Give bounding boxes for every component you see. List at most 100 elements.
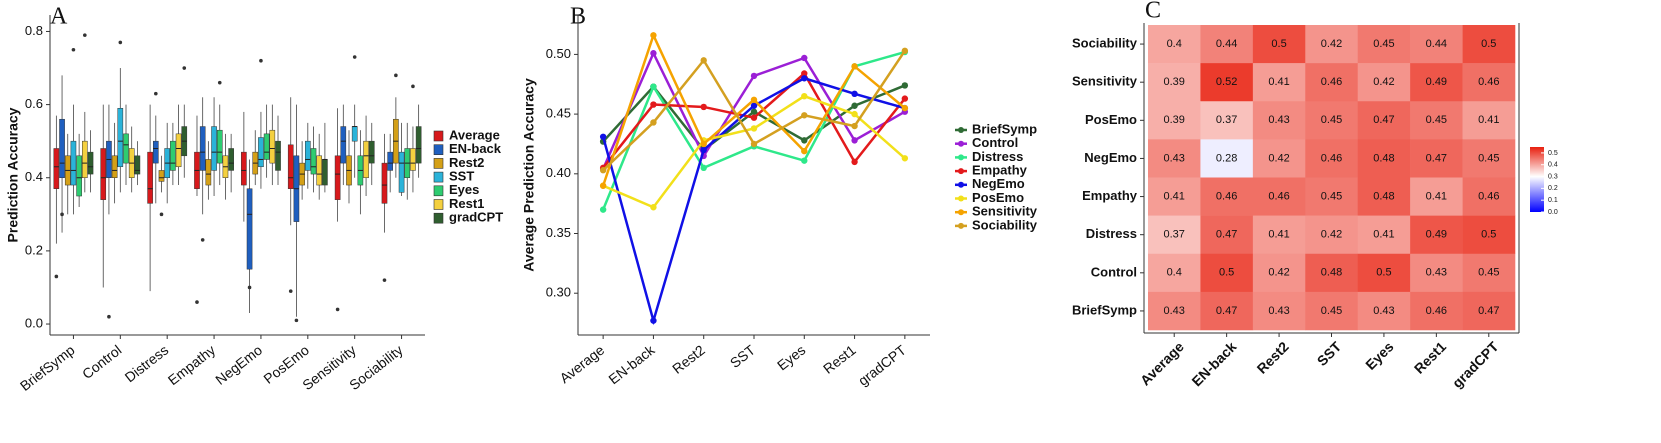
x-tick-label: EN-back: [1188, 338, 1239, 389]
point: [750, 102, 758, 109]
cell: [1200, 215, 1254, 255]
outlier: [411, 84, 415, 89]
panel-label: A: [50, 4, 68, 30]
cell-value: 0.42: [1321, 38, 1342, 50]
cell: [1357, 63, 1411, 102]
cell: [1200, 25, 1254, 64]
box: [123, 133, 129, 164]
cell-value: 0.41: [1268, 76, 1289, 88]
box: [398, 151, 405, 193]
point: [650, 101, 657, 108]
cell: [1462, 139, 1516, 178]
point: [750, 125, 758, 132]
y-tick-label: 0.30: [546, 285, 571, 300]
x-tick-label: gradCPT: [1449, 338, 1502, 391]
box: [82, 140, 88, 178]
cell-value: 0.44: [1426, 38, 1447, 50]
box: [175, 133, 182, 168]
cell: [1148, 215, 1201, 255]
outlier: [217, 80, 222, 85]
cell: [1252, 291, 1306, 331]
cell: [1252, 253, 1306, 293]
cell-value: 0.41: [1373, 229, 1394, 241]
cell-value: 0.48: [1373, 190, 1394, 202]
cell: [1462, 215, 1516, 255]
colorbar-label: 0.2: [1548, 185, 1558, 192]
cell-value: 0.5: [1271, 38, 1286, 50]
point: [700, 103, 707, 111]
cell: [1252, 177, 1306, 216]
y-tick-label: NegEmo: [1084, 150, 1137, 165]
cell: [1252, 101, 1306, 140]
outlier: [259, 58, 263, 63]
x-tick-label: BriefSymp: [17, 342, 78, 394]
y-tick-label: 0.35: [546, 225, 571, 240]
legend-label: gradCPT: [449, 210, 503, 225]
box: [340, 126, 347, 164]
point: [801, 137, 808, 144]
point: [599, 133, 607, 140]
cell-value: 0.45: [1373, 38, 1394, 50]
box: [275, 140, 281, 171]
y-tick-label: 0.6: [25, 96, 43, 111]
cell-value: 0.47: [1373, 114, 1394, 126]
legend-label: Rest2: [449, 155, 484, 170]
box: [415, 126, 422, 164]
point: [851, 102, 858, 109]
box: [310, 148, 317, 175]
box: [211, 126, 217, 171]
cell-value: 0.4: [1167, 38, 1182, 50]
cell: [1410, 253, 1463, 293]
y-tick-label: Empathy: [1082, 188, 1138, 203]
cell-value: 0.43: [1164, 152, 1185, 164]
cell-value: 0.42: [1373, 76, 1394, 88]
cell-value: 0.28: [1216, 152, 1237, 164]
box: [368, 140, 375, 164]
y-tick-label: BriefSymp: [1072, 302, 1137, 317]
legend-swatch: [958, 209, 964, 216]
cell-value: 0.5: [1481, 229, 1496, 241]
cell-value: 0.45: [1478, 152, 1499, 164]
point: [801, 147, 808, 155]
point: [750, 108, 758, 115]
box: [134, 155, 141, 175]
box: [228, 148, 234, 171]
point: [650, 119, 657, 126]
box: [334, 155, 341, 200]
box: [316, 155, 323, 186]
legend-label: Average: [449, 127, 500, 142]
outlier: [159, 212, 164, 217]
cell: [1305, 291, 1359, 331]
cell: [1252, 25, 1306, 64]
legend-swatch: [433, 199, 444, 210]
cell-value: 0.5: [1219, 267, 1234, 279]
legend-label: NegEmo: [972, 176, 1025, 191]
legend-label: Sensitivity: [972, 204, 1038, 219]
y-axis-label: Prediction Accuracy: [5, 107, 21, 242]
cell: [1357, 25, 1411, 64]
outlier: [83, 33, 87, 37]
colorbar-label: 0.4: [1548, 162, 1558, 169]
cell-value: 0.42: [1321, 229, 1342, 241]
outlier: [154, 91, 158, 96]
legend-label: EN-back: [449, 141, 502, 156]
point: [801, 157, 808, 164]
point: [750, 114, 758, 121]
y-tick-label: 0.40: [546, 165, 571, 180]
outlier: [288, 289, 293, 293]
x-tick-label: gradCPT: [855, 341, 909, 388]
legend-swatch: [433, 158, 444, 169]
point: [599, 182, 607, 189]
cell-value: 0.43: [1268, 305, 1289, 317]
box: [258, 137, 264, 168]
legend-label: Rest1: [449, 196, 484, 211]
cell-value: 0.47: [1216, 229, 1237, 241]
box: [152, 140, 159, 164]
legend-label: Eyes: [449, 182, 479, 197]
cell: [1462, 291, 1516, 331]
box: [158, 170, 165, 182]
x-tick-label: Rest2: [1254, 338, 1292, 376]
cell: [1252, 63, 1306, 102]
cell-value: 0.48: [1321, 267, 1342, 279]
cell: [1410, 139, 1463, 178]
